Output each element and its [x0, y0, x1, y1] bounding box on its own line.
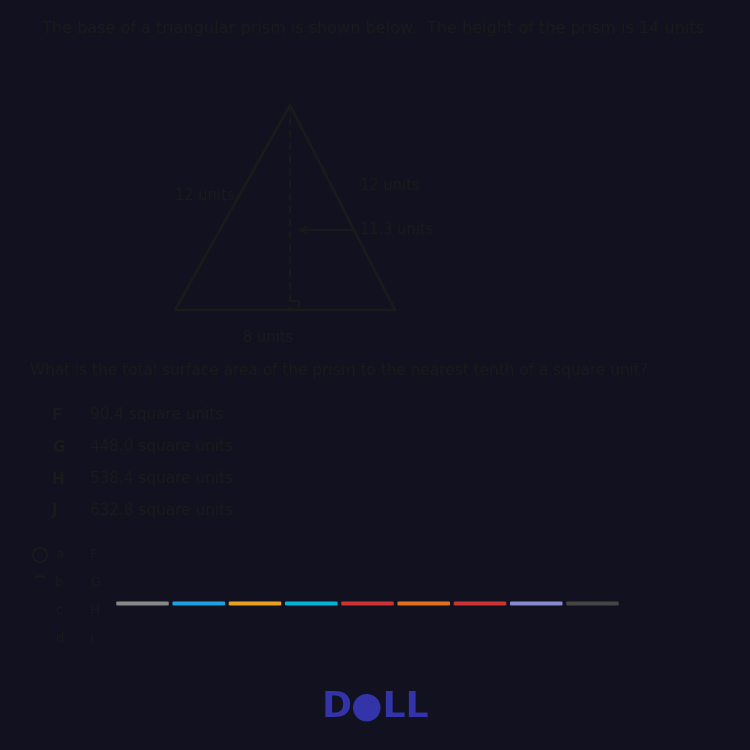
Text: H: H	[52, 472, 64, 487]
FancyBboxPatch shape	[566, 602, 619, 605]
Text: What is the total surface area of the prism to the nearest tenth of a square uni: What is the total surface area of the pr…	[30, 362, 648, 377]
Text: b: b	[55, 577, 64, 590]
Text: 8 units: 8 units	[243, 331, 293, 346]
Text: 12 units: 12 units	[176, 188, 235, 202]
FancyBboxPatch shape	[341, 602, 394, 605]
FancyBboxPatch shape	[285, 602, 338, 605]
Text: J: J	[90, 632, 94, 646]
Text: 632.8 square units: 632.8 square units	[90, 503, 233, 518]
Text: The base of a triangular prism is shown below.  The height of the prism is 14 un: The base of a triangular prism is shown …	[41, 20, 709, 35]
Text: 12 units: 12 units	[360, 178, 420, 193]
FancyBboxPatch shape	[116, 602, 169, 605]
Text: F: F	[90, 548, 98, 562]
Text: 448.0 square units: 448.0 square units	[90, 440, 232, 454]
Text: 11.3 units: 11.3 units	[360, 223, 434, 238]
Text: 90.4 square units: 90.4 square units	[90, 407, 224, 422]
FancyBboxPatch shape	[398, 602, 450, 605]
Text: d: d	[55, 632, 64, 646]
FancyBboxPatch shape	[454, 602, 506, 605]
Text: D●LL: D●LL	[321, 689, 429, 724]
Text: G: G	[52, 440, 64, 454]
Text: G: G	[90, 577, 101, 590]
FancyBboxPatch shape	[229, 602, 281, 605]
Text: c: c	[55, 604, 62, 617]
Text: H: H	[90, 604, 100, 617]
FancyBboxPatch shape	[510, 602, 562, 605]
Text: a: a	[55, 548, 63, 562]
Text: F: F	[52, 407, 62, 422]
Text: 538.4 square units: 538.4 square units	[90, 472, 233, 487]
Text: J: J	[52, 503, 58, 518]
FancyBboxPatch shape	[172, 602, 225, 605]
